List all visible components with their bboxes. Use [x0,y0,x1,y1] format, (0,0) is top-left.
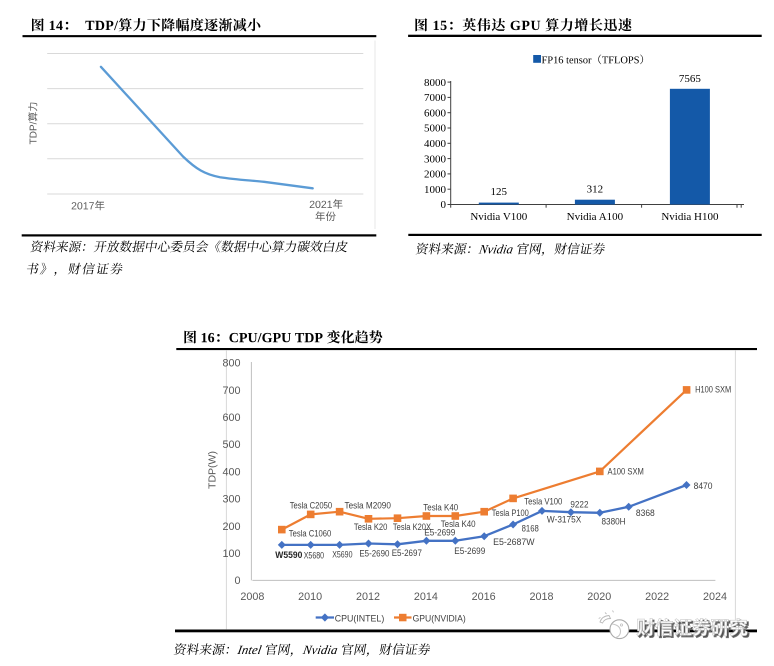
svg-text:Tesla K20X: Tesla K20X [393,522,431,532]
svg-text:CPU(INTEL): CPU(INTEL) [335,613,385,623]
svg-text:A100 SXM: A100 SXM [608,467,644,477]
svg-text:TDP(W): TDP(W) [207,451,219,489]
svg-text:8368: 8368 [636,508,655,518]
svg-text:4000: 4000 [424,138,447,150]
svg-text:Tesla C2050: Tesla C2050 [290,500,333,510]
svg-text:9222: 9222 [570,499,588,509]
svg-text:8470: 8470 [694,481,713,491]
svg-text:700: 700 [222,385,240,397]
svg-text:2018: 2018 [529,591,553,603]
svg-text:200: 200 [222,521,240,533]
svg-text:6000: 6000 [424,107,447,119]
svg-text:Tesla P100: Tesla P100 [492,508,529,518]
svg-text:E5-2699: E5-2699 [424,527,455,537]
svg-text:100: 100 [222,548,240,560]
svg-text:8000: 8000 [424,77,447,89]
svg-text:7000: 7000 [424,92,447,104]
svg-text:2024: 2024 [703,591,727,603]
svg-text:2012: 2012 [356,591,380,603]
svg-text:E5-2690: E5-2690 [359,549,389,559]
svg-text:0: 0 [234,575,240,587]
svg-text:7565: 7565 [679,73,702,85]
svg-text:5000: 5000 [424,123,447,135]
svg-text:Tesla K20: Tesla K20 [354,522,388,532]
svg-text:2022: 2022 [645,591,669,603]
svg-text:Tesla K40: Tesla K40 [441,519,476,529]
svg-text:2020: 2020 [587,591,611,603]
svg-text:800: 800 [222,358,240,370]
svg-text:Tesla V100: Tesla V100 [524,497,562,507]
svg-text:2008: 2008 [240,591,264,603]
svg-text:Tesla C1060: Tesla C1060 [289,529,332,539]
svg-text:Nvidia A100: Nvidia A100 [567,211,624,223]
svg-text:2010: 2010 [298,591,322,603]
svg-text:Nvidia H100: Nvidia H100 [661,211,719,223]
svg-text:0: 0 [441,199,447,211]
svg-text:2014: 2014 [414,591,438,603]
svg-text:H100 SXM: H100 SXM [695,384,731,394]
svg-text:X5690: X5690 [332,550,352,560]
svg-text:1000: 1000 [424,184,447,196]
svg-text:600: 600 [222,412,240,424]
svg-text:125: 125 [491,186,508,198]
svg-text:E5-2699: E5-2699 [454,546,485,556]
svg-text:Nvidia V100: Nvidia V100 [470,211,527,223]
svg-text:E5-2687W: E5-2687W [493,537,535,547]
svg-text:Tesla M2090: Tesla M2090 [345,500,391,510]
svg-text:W5590: W5590 [275,550,302,560]
svg-text:GPU(NVIDIA): GPU(NVIDIA) [413,613,466,623]
svg-text:E5-2697: E5-2697 [392,548,422,558]
svg-text:2000: 2000 [424,169,447,181]
svg-text:X5680: X5680 [304,550,324,560]
svg-text:3000: 3000 [424,153,447,165]
svg-text:300: 300 [222,494,240,506]
svg-text:Tesla K40: Tesla K40 [423,502,458,512]
svg-text:312: 312 [587,183,604,195]
svg-text:2016: 2016 [472,591,496,603]
svg-text:8168: 8168 [522,524,539,534]
svg-text:500: 500 [222,439,240,451]
svg-text:400: 400 [222,466,240,478]
svg-text:W-3175X: W-3175X [547,515,581,525]
svg-text:8380H: 8380H [602,517,626,527]
